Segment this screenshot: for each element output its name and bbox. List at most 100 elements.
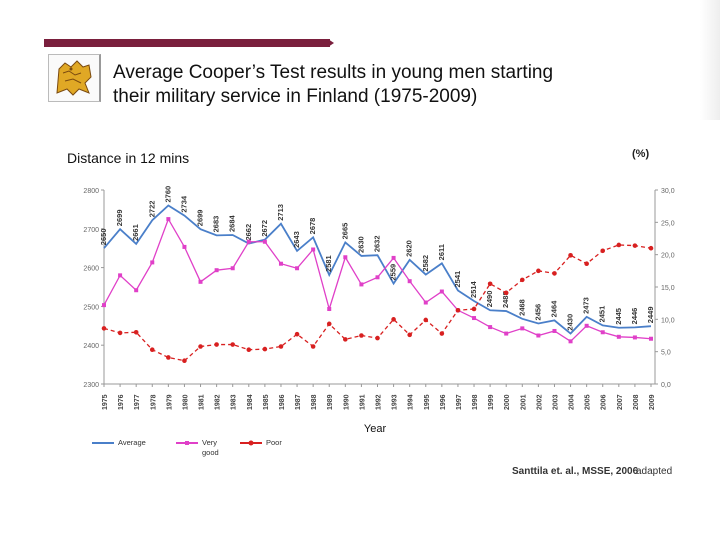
x-tick-label: 1983 — [231, 394, 238, 410]
very-good-point — [552, 328, 557, 333]
x-tick-label: 1980 — [182, 394, 189, 410]
very-good-point — [198, 279, 203, 284]
average-data-label: 2581 — [324, 255, 333, 272]
poor-point — [214, 342, 219, 347]
x-tick-label: 2003 — [552, 394, 559, 410]
poor-point — [568, 253, 573, 258]
left-tick-label: 2700 — [83, 227, 99, 234]
x-tick-label: 1999 — [488, 394, 495, 410]
poor-point — [600, 248, 606, 254]
average-data-label: 2662 — [244, 224, 253, 241]
x-tick-label: 1988 — [311, 394, 318, 410]
poor-point — [198, 344, 203, 349]
poor-point — [648, 245, 654, 251]
average-data-label: 2632 — [373, 235, 382, 252]
very-good-point — [504, 331, 509, 336]
very-good-point — [150, 260, 155, 265]
very-good-point — [616, 334, 621, 339]
very-good-point — [520, 326, 525, 331]
average-data-label: 2559 — [389, 264, 398, 281]
x-axis-label: Year — [364, 423, 387, 435]
x-tick-label: 1979 — [166, 394, 173, 410]
very-good-point — [488, 325, 493, 330]
average-data-label: 2683 — [212, 216, 221, 233]
average-data-label: 2620 — [405, 240, 414, 257]
very-good-point — [649, 336, 653, 341]
average-data-label: 2451 — [598, 306, 607, 323]
source-citation: Santtila et. al., MSSE, 2006 — [512, 466, 639, 477]
very-good-point — [262, 239, 267, 244]
x-tick-label: 1995 — [424, 394, 431, 410]
legend-poor-marker — [248, 440, 254, 446]
slide-title: Average Cooper’s Test results in young m… — [113, 61, 653, 109]
average-data-label: 2672 — [260, 220, 269, 237]
x-tick-label: 1996 — [440, 394, 447, 410]
x-tick-label: 2006 — [601, 394, 608, 410]
very-good-point — [214, 268, 219, 273]
very-good-point — [278, 261, 283, 266]
lion-icon — [56, 60, 92, 96]
x-tick-label: 1984 — [247, 394, 254, 410]
x-tick-label: 1977 — [134, 394, 141, 410]
average-data-label: 2630 — [356, 236, 365, 253]
x-tick-label: 1982 — [215, 394, 222, 410]
average-data-label: 2665 — [340, 223, 349, 240]
x-tick-label: 1998 — [472, 394, 479, 410]
poor-point — [310, 344, 316, 349]
very-good-point — [102, 303, 106, 308]
left-tick-label: 2600 — [83, 266, 99, 273]
very-good-point — [359, 282, 364, 287]
adapted-note: adapted — [636, 466, 673, 477]
x-tick-label: 2001 — [520, 394, 527, 410]
slide-edge-shadow — [700, 0, 720, 120]
poor-point — [439, 331, 445, 336]
left-axis-caption: Distance in 12 mins — [67, 150, 190, 166]
x-tick-label: 2000 — [504, 394, 511, 410]
very-good-point — [246, 239, 251, 244]
x-tick-label: 2008 — [633, 394, 640, 410]
x-tick-label: 1985 — [263, 394, 270, 410]
poor-point — [375, 335, 380, 341]
poor-point — [101, 326, 107, 331]
average-data-label: 2760 — [163, 186, 172, 203]
poor-point — [359, 333, 364, 338]
poor-point — [503, 290, 509, 296]
very-good-point — [439, 289, 444, 294]
very-good-point — [166, 217, 171, 222]
title-accent-bar — [44, 39, 330, 47]
very-good-point — [343, 255, 348, 260]
x-tick-label: 2007 — [617, 394, 624, 410]
very-good-point — [568, 339, 573, 344]
right-axis-caption: (%) — [632, 148, 650, 160]
poor-point — [246, 347, 252, 353]
average-data-label: 2490 — [485, 291, 494, 308]
average-data-label: 2449 — [646, 307, 655, 324]
average-data-label: 2699 — [115, 210, 124, 227]
very-good-point — [391, 255, 396, 260]
average-data-label: 2678 — [308, 218, 317, 235]
poor-point — [278, 344, 284, 349]
legend-very-good-label: Very — [202, 438, 217, 447]
poor-point — [166, 355, 171, 360]
legend-very-good-label: good — [202, 448, 219, 457]
poor-point — [471, 306, 477, 312]
average-data-label: 2684 — [228, 214, 237, 232]
right-tick-label: 15,0 — [661, 285, 675, 292]
x-tick-label: 1989 — [327, 394, 334, 410]
very-good-point — [295, 266, 300, 271]
right-tick-label: 25,0 — [661, 220, 675, 227]
left-tick-label: 2400 — [83, 343, 99, 350]
very-good-point — [311, 247, 316, 252]
x-tick-label: 1990 — [343, 394, 350, 410]
legend-very-good-marker — [185, 441, 189, 445]
left-tick-label: 2800 — [83, 188, 99, 195]
poor-point — [519, 277, 525, 283]
poor-point — [536, 268, 541, 274]
poor-point — [262, 346, 268, 352]
poor-point — [326, 321, 332, 327]
poor-point — [149, 347, 155, 353]
average-data-label: 2430 — [566, 314, 575, 331]
average-data-label: 2643 — [292, 231, 301, 248]
x-tick-label: 1993 — [392, 394, 399, 410]
